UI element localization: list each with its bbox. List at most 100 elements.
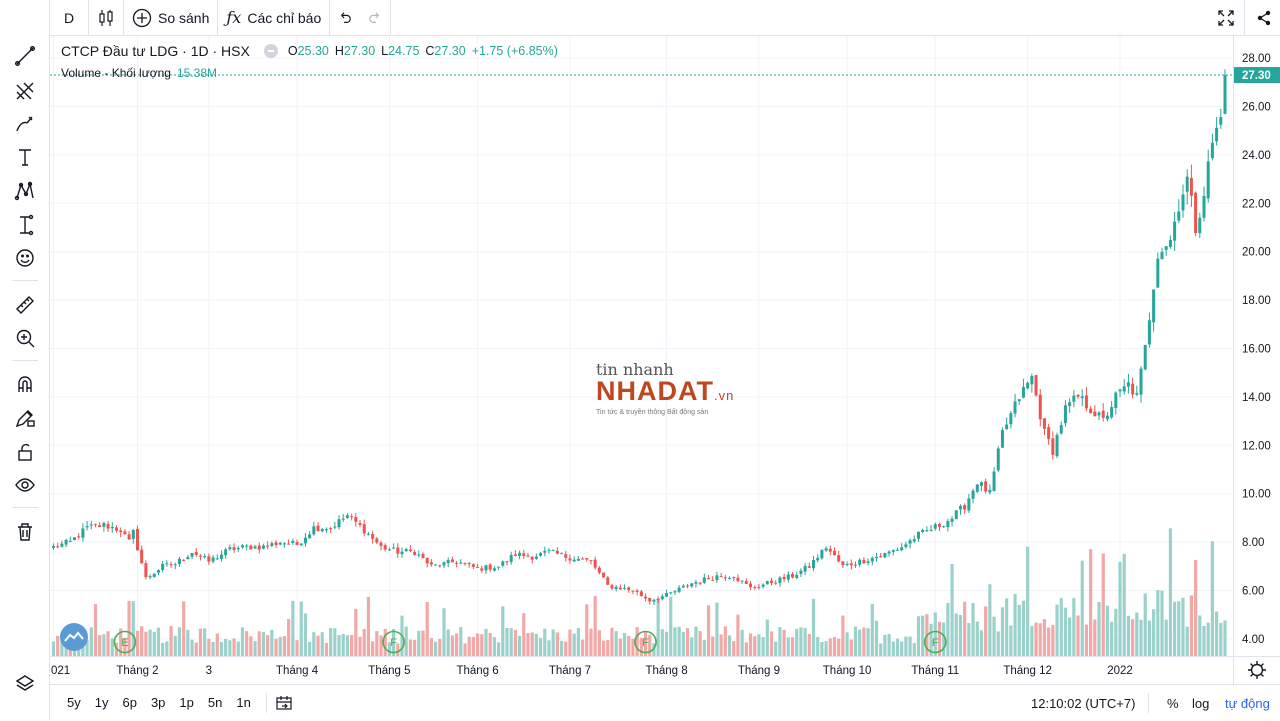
magnet-tool[interactable] — [0, 369, 50, 399]
candle-body — [383, 545, 387, 550]
event-marker[interactable]: F — [923, 630, 947, 654]
volume-bar — [576, 627, 580, 656]
event-label: F — [390, 637, 397, 649]
log-toggle[interactable]: log — [1192, 695, 1210, 711]
candle-body — [887, 551, 891, 554]
volume-legend[interactable]: Volume - Khối lượng 15.38M — [61, 66, 217, 80]
trend-line-tool[interactable] — [0, 41, 50, 71]
candle — [686, 583, 690, 589]
last-price-label: 27.30 — [1234, 67, 1280, 84]
candle — [841, 561, 845, 569]
range-6p[interactable]: 6p — [122, 695, 137, 710]
candle-body — [169, 564, 173, 566]
event-marker[interactable]: E — [113, 630, 137, 654]
range-1n[interactable]: 1n — [236, 695, 251, 710]
candle — [900, 543, 904, 552]
candle-body — [1198, 217, 1202, 234]
undo-button[interactable] — [330, 0, 360, 36]
measure-tool[interactable] — [0, 210, 50, 240]
volume-title: Volume - Khối lượng — [61, 66, 171, 80]
candle-body — [282, 543, 286, 545]
visibility-tool[interactable] — [0, 470, 50, 500]
volume-bar — [404, 626, 408, 656]
ruler-tool[interactable] — [0, 290, 50, 320]
volume-bar — [446, 629, 450, 656]
chart-type-button[interactable] — [89, 0, 123, 36]
candle-body — [597, 567, 601, 573]
text-tool[interactable] — [0, 142, 50, 172]
lock-tool[interactable] — [0, 437, 50, 467]
candle — [1156, 252, 1160, 288]
candle-body — [177, 558, 181, 565]
volume-bar — [664, 631, 669, 656]
indicators-button[interactable]: ƒx Các chỉ báo — [218, 0, 329, 36]
volume-bar — [1139, 619, 1143, 656]
compare-button[interactable]: So sánh — [124, 0, 217, 36]
volume-bar — [853, 626, 858, 656]
candle-body — [396, 547, 400, 554]
volume-bar — [753, 636, 757, 656]
volume-bar — [371, 641, 375, 656]
fullscreen-button[interactable] — [1208, 0, 1244, 36]
symbol-title[interactable]: CTCP Đầu tư LDG · 1D · HSX — [61, 43, 250, 59]
interval-button[interactable]: D — [50, 0, 88, 36]
volume-bar — [1021, 600, 1026, 656]
volume-bar — [131, 601, 135, 656]
candle-body — [916, 531, 920, 539]
candle-body — [1164, 246, 1168, 250]
fib-tool[interactable] — [0, 76, 50, 106]
settings-button[interactable] — [1248, 661, 1266, 679]
lock-drawing-tool[interactable] — [0, 403, 50, 433]
volume-bar — [652, 643, 656, 656]
collapse-legend-button[interactable] — [263, 44, 278, 58]
volume-bar — [732, 641, 736, 656]
range-5y[interactable]: 5y — [67, 695, 81, 710]
percent-toggle[interactable]: % — [1167, 695, 1179, 711]
goto-date-button[interactable] — [275, 694, 293, 712]
event-marker[interactable]: F — [382, 630, 405, 654]
auto-toggle[interactable]: tự động — [1225, 695, 1270, 711]
time-display[interactable]: 12:10:02 (UTC+7) — [1031, 695, 1136, 711]
candle-body — [1084, 395, 1088, 409]
volume-bar — [1152, 609, 1156, 656]
candle-body — [471, 564, 475, 567]
price-chart[interactable]: E F F F 4.00 6.00 8.00 10.00 12.00 14.00 16.00 18.… — [50, 36, 1280, 684]
last-price-text: 27.30 — [1242, 70, 1271, 82]
watermark-sub: Tin tức & truyền thông Bất động sản — [596, 409, 709, 416]
candle-body — [648, 597, 652, 602]
range-3p[interactable]: 3p — [150, 695, 166, 710]
candle — [715, 571, 719, 583]
logo-badge[interactable] — [60, 623, 88, 651]
candle — [1189, 164, 1193, 207]
candle — [702, 573, 706, 585]
candle — [1026, 381, 1030, 390]
candle-body — [106, 523, 110, 529]
candle — [757, 583, 761, 590]
date-range-icon — [20, 214, 34, 236]
brush-tool[interactable] — [0, 109, 50, 139]
share-button[interactable] — [1246, 0, 1280, 36]
range-1y[interactable]: 1y — [94, 695, 109, 710]
volume-bar — [736, 614, 740, 656]
candle-body — [677, 587, 681, 592]
candle — [534, 553, 538, 560]
emoji-tool[interactable] — [0, 243, 50, 273]
redo-button[interactable] — [360, 0, 390, 36]
volume-bar — [1202, 625, 1206, 656]
range-5n[interactable]: 5n — [207, 695, 223, 710]
volume-bar — [1126, 615, 1131, 656]
pattern-tool[interactable] — [0, 176, 50, 206]
zoom-tool[interactable] — [0, 323, 50, 353]
event-marker[interactable]: F — [634, 630, 657, 654]
candle-body — [110, 526, 114, 529]
volume-bar — [408, 639, 413, 656]
volume-bar — [270, 629, 274, 656]
candle — [1110, 400, 1114, 419]
range-1p[interactable]: 1p — [179, 695, 194, 710]
volume-bar — [1164, 619, 1168, 656]
object-tree-tool[interactable] — [0, 669, 50, 699]
candle — [362, 519, 366, 537]
candle — [526, 553, 530, 558]
remove-drawings-tool[interactable] — [0, 517, 50, 547]
volume-bar — [538, 637, 543, 656]
